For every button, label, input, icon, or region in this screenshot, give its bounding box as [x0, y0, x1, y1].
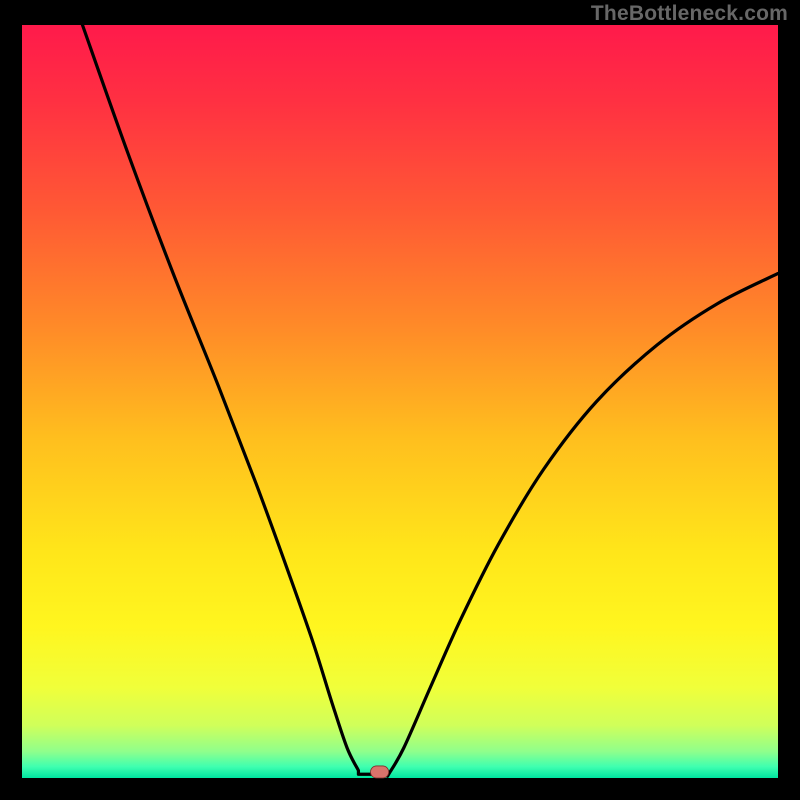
- chart-container: { "watermark": { "text": "TheBottleneck.…: [0, 0, 800, 800]
- watermark-text: TheBottleneck.com: [591, 2, 788, 26]
- plot-background: [22, 25, 778, 778]
- bottleneck-chart: [0, 0, 800, 800]
- optimal-marker: [371, 766, 389, 778]
